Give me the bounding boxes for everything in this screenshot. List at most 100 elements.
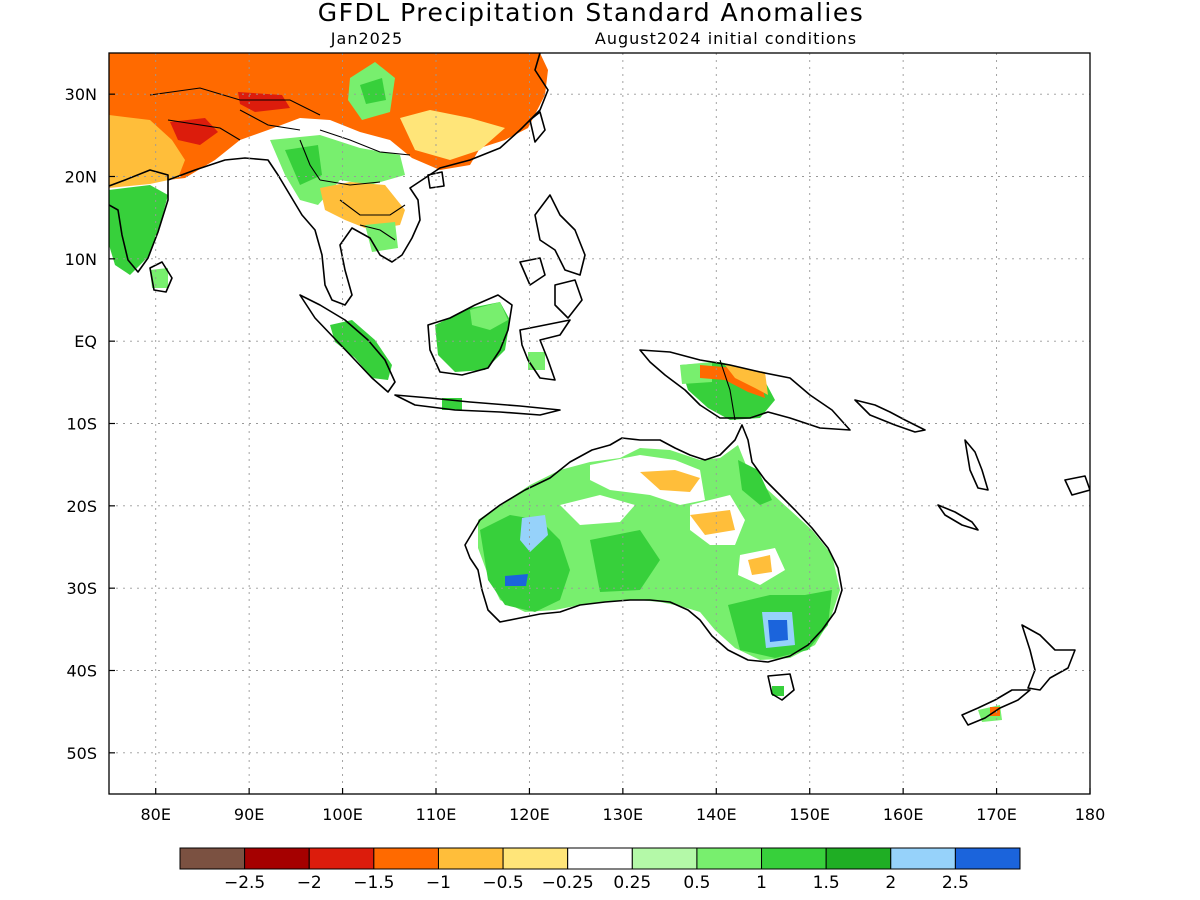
coast-vanuatu <box>964 439 989 491</box>
x-tick-label: 130E <box>603 805 644 824</box>
anomaly-n-australia-dry <box>640 470 700 492</box>
y-tick-label: 50S <box>66 744 97 763</box>
colorbar-label: 0.25 <box>613 873 651 893</box>
map-title: GFDL Precipitation Standard Anomalies <box>318 0 864 27</box>
y-tick-label: 20N <box>65 168 97 187</box>
colorbar-label: −0.25 <box>542 873 594 893</box>
x-tick-label: 140E <box>696 805 737 824</box>
colorbar-label: 0.5 <box>683 873 710 893</box>
y-axis-ticks: 30N 20N 10N EQ 10S 20S 30S 40S 50S <box>65 85 115 763</box>
colorbar-swatch <box>696 847 763 870</box>
colorbar-label: −1 <box>426 873 451 893</box>
anomaly-qld-dark <box>738 460 772 505</box>
colorbar-label: 1 <box>756 873 767 893</box>
anomaly-se-australia-deepblue <box>768 620 788 642</box>
colorbar-swatch <box>631 847 698 870</box>
x-tick-label: 150E <box>789 805 830 824</box>
anomaly-w-australia-blue <box>520 515 548 552</box>
anomaly-central-australia-dark <box>590 530 660 592</box>
colorbar-swatch <box>308 847 375 870</box>
anomaly-india-light-dry <box>109 115 185 188</box>
initial-conditions: August2024 initial conditions <box>595 29 857 48</box>
anomaly-n-australia-white <box>590 455 705 505</box>
colorbar-swatch <box>373 847 439 870</box>
forecast-month: Jan2025 <box>330 29 403 48</box>
colorbar-label: −1.5 <box>353 873 394 893</box>
coast-asia-mainland <box>109 53 549 306</box>
y-tick-label: 40S <box>66 662 97 681</box>
coast-taiwan <box>529 111 546 143</box>
anomaly-qld-dry <box>748 555 772 575</box>
anomaly-tibet-red <box>238 92 290 112</box>
y-tick-label: 10S <box>66 415 97 434</box>
coast-hainan <box>427 171 445 189</box>
coast-new-guinea <box>639 349 851 431</box>
x-tick-label: 90E <box>234 805 264 824</box>
anomaly-sumatra <box>330 320 392 380</box>
colorbar-swatch <box>825 847 892 870</box>
colorbar-swatch <box>244 847 310 870</box>
colorbar-label: 2 <box>885 873 896 893</box>
coast-borneo <box>427 294 513 376</box>
anomaly-fields <box>109 53 1002 722</box>
x-tick-label: 160E <box>883 805 924 824</box>
coast-tasmania <box>767 673 795 701</box>
x-tick-label: 110E <box>416 805 457 824</box>
colorbar-swatch <box>567 847 633 870</box>
anomaly-china-yellow <box>400 110 505 160</box>
y-tick-label: 20S <box>66 497 97 516</box>
anomaly-indochina-wet <box>365 222 398 252</box>
anomaly-indochina-dry <box>320 182 405 230</box>
x-tick-label: 100E <box>322 805 363 824</box>
x-tick-label: 80E <box>140 805 170 824</box>
colorbar-label: −2 <box>297 873 322 893</box>
anomaly-myanmar-dark <box>285 145 322 185</box>
coast-australia <box>464 424 843 663</box>
coastlines <box>109 53 1090 726</box>
plot-area <box>109 53 1090 794</box>
country-borders <box>149 87 736 421</box>
anomaly-sulawesi <box>528 352 545 370</box>
colorbar-swatch <box>890 847 956 870</box>
anomaly-ne-australia-dry <box>690 510 735 535</box>
x-tick-label: 180 <box>1075 805 1106 824</box>
anomaly-china-dark-green <box>360 78 386 104</box>
y-tick-label: 10N <box>65 250 97 269</box>
colorbar-swatch <box>761 847 827 870</box>
x-tick-label: 120E <box>509 805 550 824</box>
coast-fiji <box>1064 475 1090 496</box>
colorbar-swatch <box>437 847 504 870</box>
coast-philippines <box>519 194 586 319</box>
anomaly-nepal-red <box>170 118 218 145</box>
colorbar-label: 2.5 <box>942 873 969 893</box>
colorbar-label: −2.5 <box>224 873 265 893</box>
coast-new-caledonia <box>937 504 979 531</box>
anomaly-borneo-light <box>470 302 508 330</box>
colorbar: −2.5 −2 −1.5 −1 −0.5 −0.25 0.25 0.5 1 1.5 2 2.5 <box>179 847 1021 893</box>
anomaly-india-south-wet <box>109 185 168 275</box>
y-tick-label: 30S <box>66 579 97 598</box>
x-axis-ticks: 80E 90E 100E 110E 120E 130E 140E 150E 160E 170E 18… <box>140 788 1105 824</box>
anomaly-w-australia-deepblue <box>505 574 528 586</box>
coast-java <box>394 394 561 416</box>
colorbar-label: −0.5 <box>482 873 523 893</box>
coast-sulawesi <box>519 319 571 381</box>
colorbar-label: 1.5 <box>813 873 840 893</box>
y-tick-label: EQ <box>74 332 97 351</box>
colorbar-swatch <box>502 847 569 870</box>
colorbar-swatch <box>954 847 1021 870</box>
anomaly-central-white <box>560 495 635 525</box>
coast-sumatra <box>299 294 396 393</box>
anomaly-newguinea-dry <box>700 365 765 398</box>
coast-sri-lanka <box>149 261 173 293</box>
border-lines <box>149 87 736 421</box>
coast-solomons <box>854 399 926 433</box>
colorbar-swatch <box>179 847 246 870</box>
coast-nz-south <box>961 689 1031 726</box>
anomaly-srilanka-wet <box>150 268 168 288</box>
x-tick-label: 170E <box>976 805 1017 824</box>
graticule <box>109 53 1090 794</box>
coast-nz-north <box>1021 624 1076 691</box>
anomaly-newguinea-yellow <box>725 365 768 395</box>
